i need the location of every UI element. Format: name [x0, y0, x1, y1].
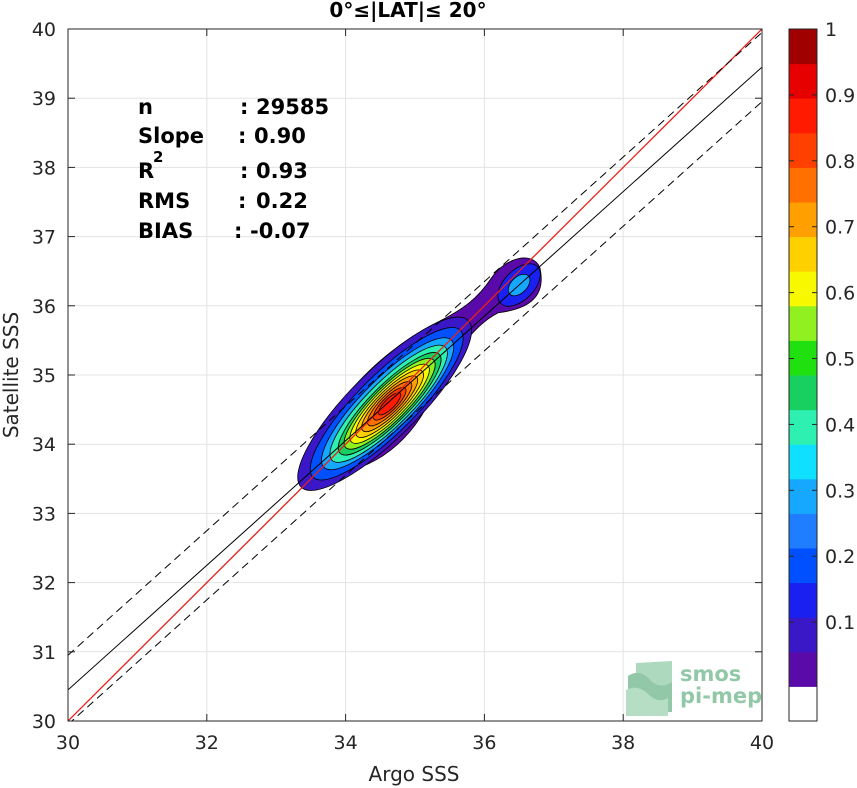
colorbar-segment [789, 271, 817, 307]
stat-r2-label: R [138, 159, 154, 183]
colorbar-tick-label: 0.2 [825, 546, 855, 568]
colorbar-tick-label: 0.7 [825, 217, 855, 239]
logo-line1: smos [680, 662, 741, 686]
colorbar-segment [789, 513, 817, 549]
y-tick-label: 32 [32, 573, 56, 595]
colorbar-tick-label: 0.8 [825, 151, 855, 173]
y-tick-label: 39 [32, 88, 56, 110]
colorbar-tick-label: 1 [825, 19, 837, 41]
colorbar-tick-label: 0.5 [825, 349, 855, 371]
colorbar-frame [788, 28, 818, 722]
colorbar-segment [789, 478, 817, 514]
stat-r2-sep: : [240, 159, 248, 183]
stats-block: n : 29585 Slope : 0.90 R 2 : 0.93 RMS : … [138, 95, 329, 243]
colorbar-segment [789, 444, 817, 480]
stat-slope-label: Slope [138, 124, 204, 148]
x-tick-label: 32 [195, 732, 219, 754]
y-axis-label: Satellite SSS [0, 312, 23, 438]
y-tick-label: 30 [32, 711, 56, 733]
stat-bias-value: -0.07 [250, 219, 311, 243]
x-tick-label: 30 [56, 732, 80, 754]
colorbar-segment [789, 582, 817, 618]
colorbar-segment [789, 548, 817, 584]
colorbar-segment [789, 167, 817, 203]
stat-rms-label: RMS [138, 189, 190, 213]
y-tick-label: 38 [32, 157, 56, 179]
stat-n-label: n [138, 95, 153, 119]
stat-r2-value: 0.93 [256, 159, 308, 183]
y-tick-label: 33 [32, 503, 56, 525]
y-tick-label: 40 [32, 19, 56, 41]
stat-bias-sep: : [234, 219, 242, 243]
x-axis-label: Argo SSS [369, 762, 460, 786]
y-tick-label: 36 [32, 296, 56, 318]
colorbar-tick-label: 0.4 [825, 414, 855, 436]
colorbar-segment [789, 305, 817, 341]
colorbar-segment [789, 132, 817, 168]
regression-lines [68, 29, 762, 721]
colorbar-segment [789, 617, 817, 653]
y-tick-label: 34 [32, 434, 56, 456]
density-level-main-lobe [378, 392, 402, 416]
colorbar-segment [789, 409, 817, 445]
colorbar-tick-label: 0.3 [825, 480, 855, 502]
colorbar-tick-label: 0.6 [825, 283, 855, 305]
stat-rms-sep: : [238, 189, 246, 213]
logo-wave-icon [626, 661, 672, 716]
colorbar-segment [789, 651, 817, 687]
colorbar-segment [789, 686, 817, 722]
smos-pimep-logo: smos pi-mep [626, 661, 762, 716]
stat-slope-value: 0.90 [254, 124, 306, 148]
y-tick-label: 31 [32, 642, 56, 664]
stat-bias-label: BIAS [138, 219, 193, 243]
colorbar-segment [789, 202, 817, 238]
chart-title: 0°≤|LAT|≤ 20° [329, 0, 486, 22]
stat-rms-value: 0.22 [256, 189, 308, 213]
colorbar-segment [789, 63, 817, 99]
y-tick-label: 37 [32, 227, 56, 249]
logo-line2: pi-mep [680, 684, 762, 708]
colorbar-tick-label: 0.9 [825, 85, 855, 107]
axis-ticks: 30 32 34 36 38 40 30 31 32 33 34 35 36 37 38 39 40 [32, 19, 774, 754]
stat-slope-sep: : [238, 124, 246, 148]
stat-n-value: 29585 [256, 95, 329, 119]
x-tick-label: 34 [334, 732, 358, 754]
colorbar [789, 29, 817, 722]
colorbar-ticks: 0.1 0.2 0.3 0.4 0.5 0.6 0.7 0.8 0.9 1 [789, 19, 855, 634]
colorbar-tick-label: 0.1 [825, 612, 855, 634]
grid [67, 28, 763, 722]
y-tick-label: 35 [32, 365, 56, 387]
colorbar-segment [789, 29, 817, 65]
fit-line [68, 66, 762, 691]
x-tick-label: 36 [472, 732, 496, 754]
stat-n-sep: : [240, 95, 248, 119]
identity-line [68, 29, 762, 721]
stat-r2-superscript: 2 [153, 148, 163, 166]
colorbar-segment [789, 98, 817, 134]
x-tick-label: 38 [611, 732, 635, 754]
colorbar-segment [789, 375, 817, 411]
colorbar-segment [789, 236, 817, 272]
x-tick-label: 40 [750, 732, 774, 754]
colorbar-segment [789, 340, 817, 376]
